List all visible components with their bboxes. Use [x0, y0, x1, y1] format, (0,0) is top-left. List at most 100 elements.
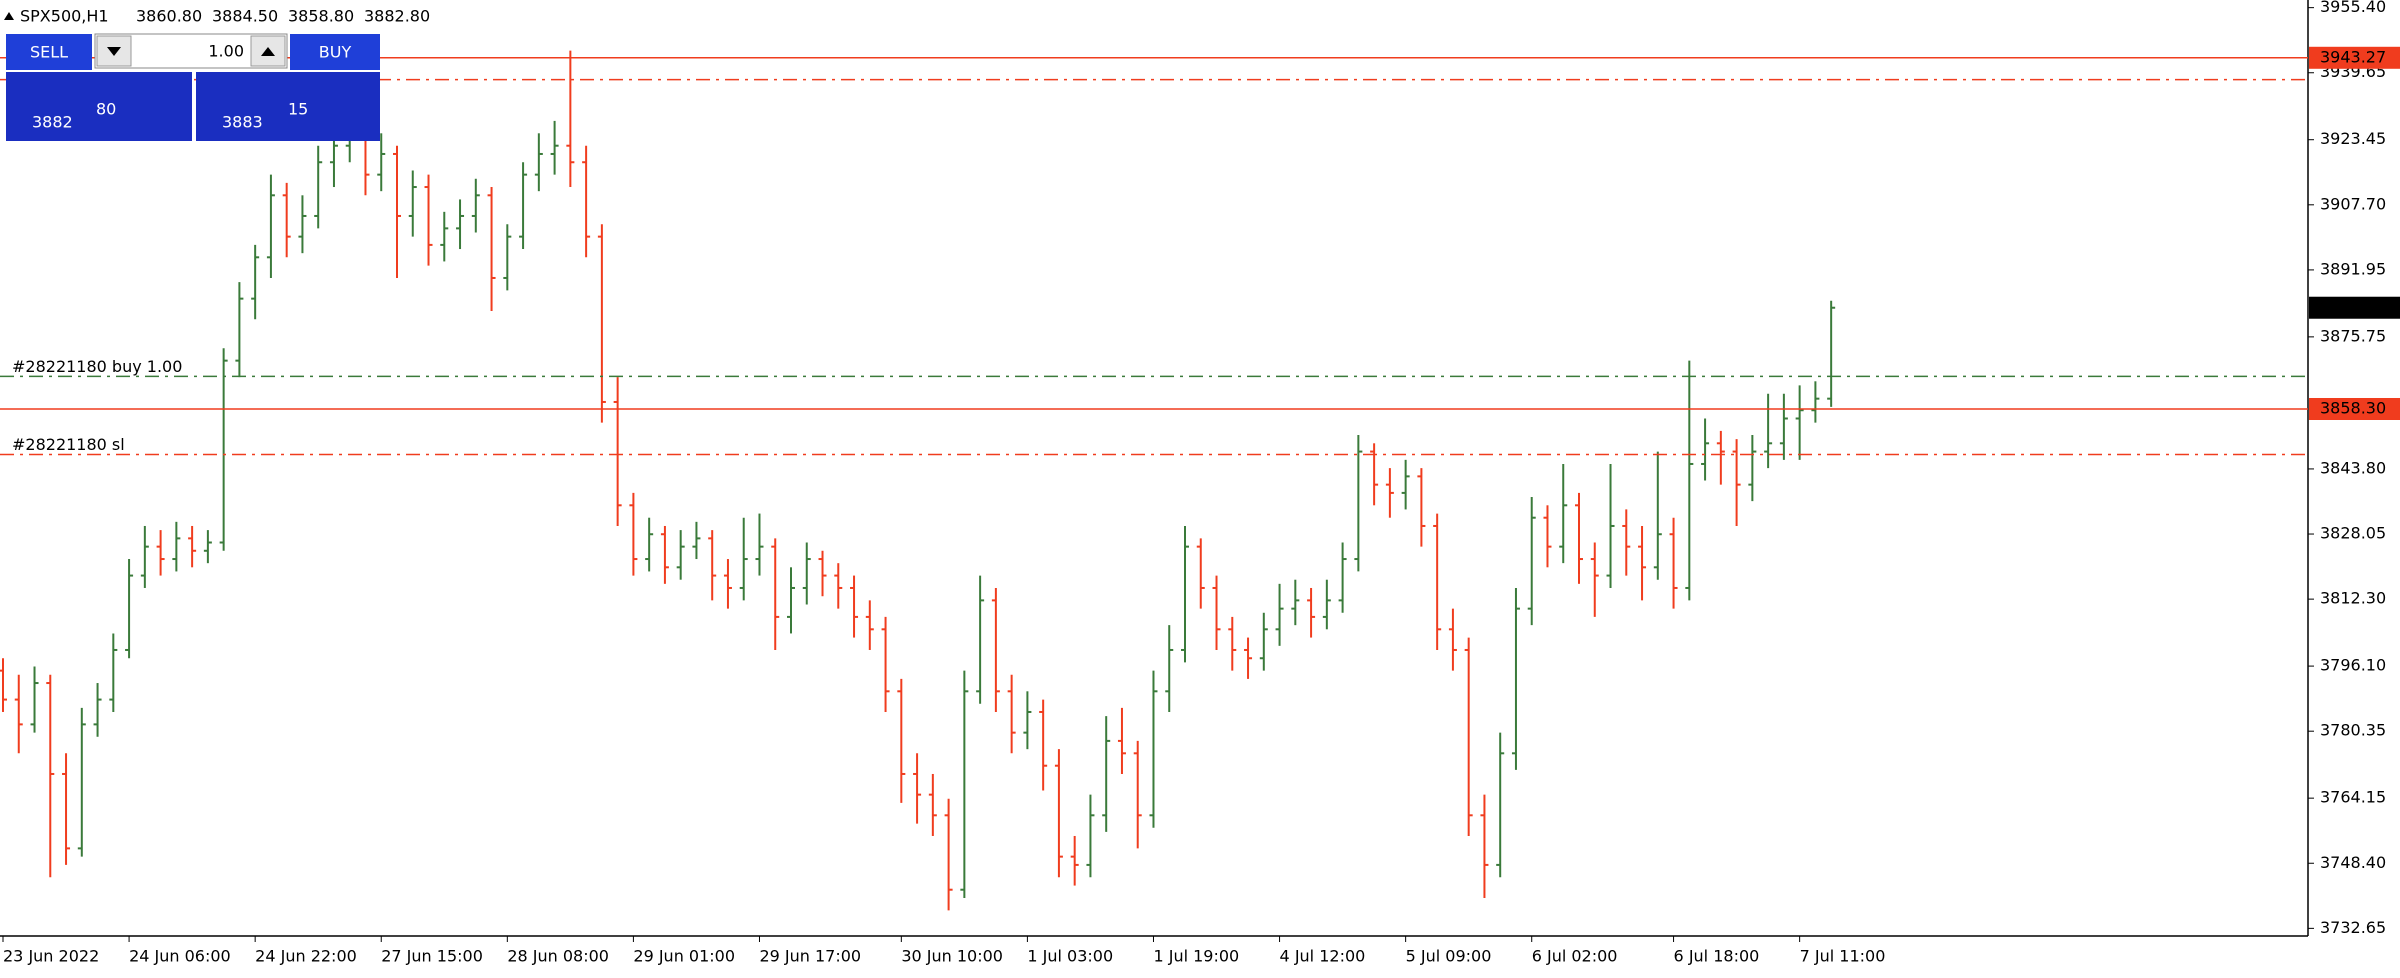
ohlc-bar	[1480, 794, 1489, 898]
ohlc-bar	[692, 521, 701, 560]
ohlc-bar	[1054, 749, 1063, 878]
ohlc-bar	[1244, 637, 1253, 679]
sell-label[interactable]: SELL	[30, 43, 68, 62]
ohlc-bar	[629, 492, 638, 576]
ohlc-bar	[723, 559, 732, 609]
ohlc-bar	[1291, 579, 1300, 626]
ohlc-bar	[1370, 443, 1379, 506]
x-tick-label: 24 Jun 22:00	[255, 947, 357, 966]
ohlc-bar	[1638, 525, 1647, 601]
ohlc-bar	[1795, 385, 1804, 460]
ohlc-bar	[1354, 435, 1363, 572]
ohlc-bar	[1527, 497, 1536, 626]
y-tick-label: 3780.35	[2320, 721, 2386, 740]
ohlc-bar	[881, 616, 890, 712]
y-tick-label: 3875.75	[2320, 326, 2386, 345]
ohlc-bar	[534, 133, 543, 192]
x-tick-label: 4 Jul 12:00	[1280, 947, 1366, 966]
y-tick-label: 3891.95	[2320, 259, 2386, 278]
ohlc-bar	[991, 587, 1000, 712]
ohlc-bar	[850, 575, 859, 638]
buy-price-pips: 15	[288, 100, 308, 119]
y-tick-label: 3812.30	[2320, 589, 2386, 608]
ohlc-bar	[14, 674, 23, 754]
bid-price-label: 3882.80	[2320, 297, 2386, 316]
ohlc-bar	[1007, 674, 1016, 754]
ohlc-bar	[1511, 587, 1520, 770]
ohlc-bar	[1622, 509, 1631, 576]
ohlc-bar	[456, 199, 465, 250]
ohlc-bar	[77, 707, 86, 857]
header: SPX500,H1 3860.80 3884.50 3858.80 3882.8…	[20, 7, 430, 26]
ohlc-bar	[1070, 835, 1079, 886]
ohlc-bar	[471, 178, 480, 233]
ohlc-bar	[739, 517, 748, 601]
ohlc-bar	[1464, 637, 1473, 836]
x-tick-label: 28 Jun 08:00	[507, 947, 609, 966]
ohlc-bar	[46, 674, 55, 878]
symbol: SPX500,H1	[20, 7, 109, 26]
ohlc-bar	[393, 145, 401, 278]
buy-price-box[interactable]	[196, 72, 380, 141]
ohlc-bar	[62, 753, 71, 865]
ohlc-bar	[1307, 587, 1316, 638]
level-price-label: 3858.30	[2320, 398, 2386, 417]
sell-price-big: 3882	[32, 113, 73, 132]
ohlc-bar	[1275, 583, 1284, 646]
ohlc-bar	[597, 224, 606, 423]
ohlc-bar	[913, 753, 922, 824]
x-tick-label: 7 Jul 11:00	[1800, 947, 1886, 966]
sell-price-box[interactable]	[6, 72, 192, 141]
x-tick-label: 29 Jun 01:00	[633, 947, 735, 966]
trade-panel: SELL 1.00 BUY 3882 80 3883 15	[6, 33, 380, 141]
ohlc-bar	[1575, 492, 1583, 584]
volume[interactable]: 1.00	[208, 42, 244, 61]
ohlc-bar	[660, 525, 669, 584]
up-arrow	[261, 47, 275, 56]
ohlc-bar	[1181, 525, 1189, 663]
level-price-box	[2309, 397, 2400, 420]
ohlc-bar	[1779, 393, 1788, 460]
ohlc-bar	[1149, 670, 1158, 828]
header-arrow	[4, 12, 14, 20]
ohlc-bar	[834, 563, 843, 609]
x-tick-label: 24 Jun 06:00	[129, 947, 231, 966]
ohlc-bar	[1338, 542, 1347, 613]
buy-label[interactable]: BUY	[319, 43, 352, 62]
ohlc-bar	[1117, 707, 1126, 774]
ohlc-bar	[1385, 468, 1394, 518]
ohlc-bar	[787, 567, 795, 634]
ohlc-bar	[1133, 740, 1142, 849]
order-label: #28221180 buy 1.00	[12, 357, 182, 376]
ohlc-bar	[1685, 360, 1694, 601]
x-tick-label: 1 Jul 03:00	[1027, 947, 1113, 966]
ohlc-bar	[1102, 716, 1111, 832]
ohlc-bar	[1496, 732, 1505, 878]
ohlc-bar	[708, 530, 717, 601]
header-low: 3858.80	[288, 7, 354, 26]
ohlc-bar	[645, 517, 654, 572]
ohlc-bar	[1606, 463, 1615, 588]
sell-button[interactable]	[6, 34, 92, 70]
ohlc-bar	[1212, 575, 1221, 650]
header-open: 3860.80	[136, 7, 202, 26]
x-tick-label: 1 Jul 19:00	[1153, 947, 1239, 966]
ohlc-bar	[1196, 538, 1205, 609]
ohlc-bar	[424, 174, 433, 266]
order-label: #28221180 sl	[12, 435, 125, 454]
ohlc-bar	[487, 187, 496, 312]
y-tick-label: 3732.65	[2320, 918, 2386, 937]
y-tick-label: 3955.40	[2320, 0, 2386, 16]
ohlc-bar	[566, 50, 575, 188]
ohlc-bar	[1716, 430, 1725, 485]
ohlc-bar	[282, 182, 291, 258]
ohlc-bar	[1165, 625, 1174, 712]
ohlc-bar	[188, 525, 197, 568]
buy-button[interactable]	[290, 34, 380, 70]
x-tick-label: 23 Jun 2022	[3, 947, 99, 966]
ohlc-bar	[1543, 505, 1552, 568]
ohlc-bar	[1086, 794, 1095, 878]
ohlc-bar	[802, 542, 811, 605]
